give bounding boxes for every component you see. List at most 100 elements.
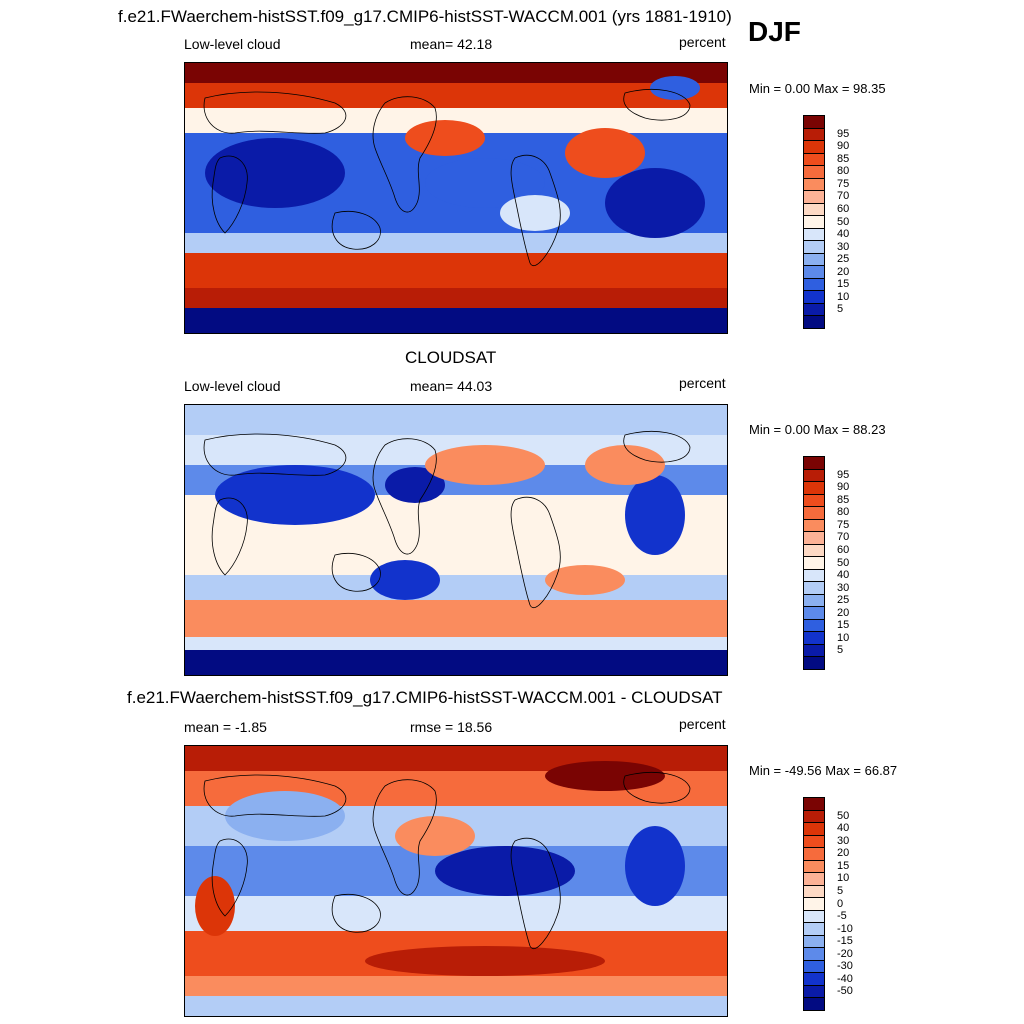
season-label: DJF xyxy=(748,16,801,47)
colorbar-tick-label: 50 xyxy=(837,215,850,228)
colorbar-segment xyxy=(803,531,825,545)
mean-label: mean= 44.03 xyxy=(410,378,493,394)
colorbar-segment xyxy=(803,456,825,470)
colorbar-segment xyxy=(803,127,825,142)
colorbar-tick-label: 20 xyxy=(837,265,850,278)
colorbar: 50 40 30 20 15 10 5 0 -5 -10 -15 -20 -30 -40 -50 xyxy=(803,797,853,1011)
colorbar-tick-label: 85 xyxy=(837,493,850,506)
colorbar-tick-label: 60 xyxy=(837,543,850,556)
colorbar-segment xyxy=(803,543,825,558)
colorbar-tick-label: -15 xyxy=(837,935,853,948)
colorbar-segment xyxy=(803,897,825,911)
colorbar-segment xyxy=(803,481,825,495)
panel-title: CLOUDSAT xyxy=(405,348,497,367)
colorbar-segment xyxy=(803,947,825,961)
colorbar-segment xyxy=(803,568,825,583)
colorbar-segment xyxy=(803,506,825,520)
colorbar-segment xyxy=(803,593,825,608)
colorbar-tick-label: 90 xyxy=(837,140,850,153)
colorbar-tick-label: 5 xyxy=(837,644,844,657)
colorbar-tick-label: 0 xyxy=(837,897,844,910)
units-label: percent xyxy=(679,375,726,391)
colorbar-segment xyxy=(803,997,825,1011)
colorbar-segment xyxy=(803,190,825,204)
colorbar-segment xyxy=(803,493,825,508)
colorbar-segment xyxy=(803,556,825,570)
colorbar-segment xyxy=(803,972,825,986)
colorbar-segment xyxy=(803,643,825,658)
colorbar-tick-label: 5 xyxy=(837,884,844,897)
colorbar-segment xyxy=(803,202,825,217)
colorbar-tick-label: -30 xyxy=(837,960,853,973)
colorbar-tick-label: 30 xyxy=(837,581,850,594)
min-max-label: Min = 0.00 Max = 88.23 xyxy=(749,422,886,437)
min-max-label: Min = 0.00 Max = 98.35 xyxy=(749,81,886,96)
colorbar-segment xyxy=(803,809,825,824)
colorbar-segment xyxy=(803,934,825,949)
colorbar-tick-label: 10 xyxy=(837,631,850,644)
colorbar-tick-label: 50 xyxy=(837,809,850,822)
colorbar-segment xyxy=(803,152,825,167)
colorbar-segment xyxy=(803,518,825,533)
colorbar-tick-label: 40 xyxy=(837,569,850,582)
variable-label: Low-level cloud xyxy=(184,378,281,394)
colorbar-tick-label: 15 xyxy=(837,278,850,291)
colorbar-segment xyxy=(803,909,825,924)
colorbar-segment xyxy=(803,834,825,849)
colorbar-segment xyxy=(803,922,825,936)
map-plot xyxy=(184,62,728,334)
colorbar-segment xyxy=(803,884,825,899)
colorbar-tick-label: -50 xyxy=(837,985,853,998)
colorbar-segment xyxy=(803,115,825,129)
colorbar-tick-label: 70 xyxy=(837,531,850,544)
colorbar-tick-label: 10 xyxy=(837,872,850,885)
colorbar-segment xyxy=(803,277,825,292)
colorbar-tick-label: 75 xyxy=(837,177,850,190)
panel-title: f.e21.FWaerchem-histSST.f09_g17.CMIP6-hi… xyxy=(118,7,732,26)
colorbar: 95 90 85 80 75 70 60 50 40 30 25 20 15 10 5 xyxy=(803,456,849,670)
colorbar-segment xyxy=(803,177,825,192)
colorbar-segment xyxy=(803,631,825,645)
colorbar-segment xyxy=(803,581,825,595)
variable-label: Low-level cloud xyxy=(184,36,281,52)
colorbar-segment xyxy=(803,240,825,254)
colorbar-segment xyxy=(803,606,825,620)
colorbar-tick-label: 70 xyxy=(837,190,850,203)
colorbar-tick-label: 95 xyxy=(837,127,850,140)
colorbar-segment xyxy=(803,468,825,483)
colorbar-tick-label: 20 xyxy=(837,847,850,860)
colorbar-tick-label: 15 xyxy=(837,859,850,872)
panel-title: f.e21.FWaerchem-histSST.f09_g17.CMIP6-hi… xyxy=(127,688,723,707)
colorbar-tick-label: 25 xyxy=(837,594,850,607)
colorbar-segment xyxy=(803,872,825,886)
colorbar-segment xyxy=(803,984,825,999)
colorbar-tick-label: 25 xyxy=(837,253,850,266)
colorbar-tick-label: 10 xyxy=(837,290,850,303)
colorbar-tick-label: 15 xyxy=(837,619,850,632)
mean-label: mean= 42.18 xyxy=(410,36,493,52)
colorbar-segment xyxy=(803,959,825,974)
rmse-label: rmse = 18.56 xyxy=(410,719,493,735)
colorbar: 95 90 85 80 75 70 60 50 40 30 25 20 15 10 5 xyxy=(803,115,849,329)
map-plot xyxy=(184,404,728,676)
colorbar-segment xyxy=(803,265,825,279)
colorbar-segment xyxy=(803,847,825,861)
colorbar-tick-label: 30 xyxy=(837,834,850,847)
colorbar-segment xyxy=(803,618,825,633)
colorbar-segment xyxy=(803,215,825,229)
mean-label: mean = -1.85 xyxy=(184,719,267,735)
colorbar-tick-label: 60 xyxy=(837,202,850,215)
colorbar-segment xyxy=(803,252,825,267)
colorbar-segment xyxy=(803,302,825,317)
colorbar-segment xyxy=(803,822,825,836)
colorbar-tick-label: 80 xyxy=(837,506,850,519)
colorbar-segment xyxy=(803,290,825,304)
colorbar-segment xyxy=(803,797,825,811)
colorbar-tick-label: -5 xyxy=(837,910,847,923)
colorbar-tick-label: 5 xyxy=(837,303,844,316)
colorbar-tick-label: 80 xyxy=(837,165,850,178)
colorbar-segment xyxy=(803,227,825,242)
colorbar-segment xyxy=(803,165,825,179)
colorbar-tick-label: 50 xyxy=(837,556,850,569)
colorbar-segment xyxy=(803,315,825,329)
